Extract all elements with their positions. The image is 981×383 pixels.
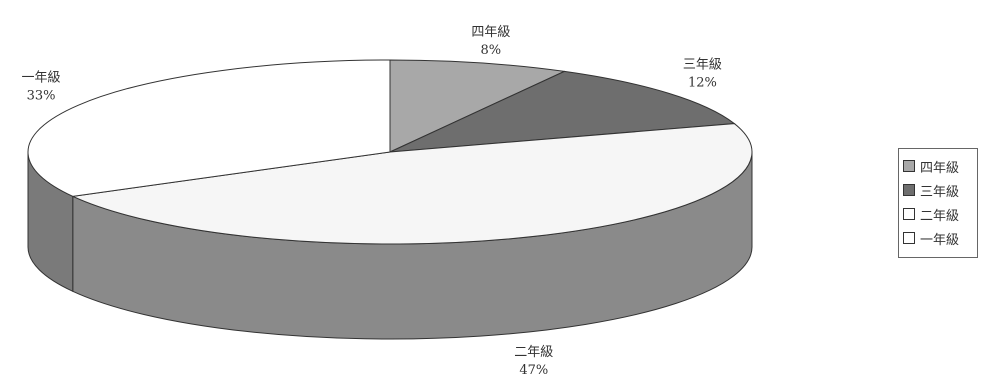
legend-item: 二年級 — [903, 202, 973, 226]
slice-category-label: 三年級 — [683, 57, 722, 72]
legend-label: 三年級 — [920, 184, 960, 200]
legend-label: 二年級 — [920, 208, 960, 224]
legend-label: 四年級 — [920, 160, 960, 176]
legend-item: 三年級 — [903, 178, 973, 202]
slice-category-label: 二年級 — [514, 345, 553, 360]
slice-percent-label: 12% — [688, 75, 717, 90]
slice-percent-label: 47% — [519, 363, 548, 378]
pie-top — [27, 59, 753, 245]
chart-legend: 四年級 三年級 二年級 一年級 — [898, 148, 978, 258]
pie-labels: 四年級 8% 三年級 12% 二年級 47% 一年級 33% — [22, 25, 722, 378]
legend-swatch — [903, 184, 915, 196]
legend-swatch — [903, 208, 915, 220]
pie-slice-三年級 — [389, 70, 736, 153]
slice-category-label: 四年級 — [471, 25, 510, 40]
legend-swatch — [903, 232, 915, 244]
legend-swatch — [903, 160, 915, 172]
legend-item: 一年級 — [903, 226, 973, 250]
legend-label: 一年級 — [920, 232, 960, 248]
pie-slice-一年級 — [27, 59, 391, 197]
legend-item: 四年級 — [903, 154, 973, 178]
pie-slice-四年級 — [389, 59, 567, 153]
pie-chart: 四年級 8% 三年級 12% 二年級 47% 一年級 33% — [22, 25, 753, 378]
slice-percent-label: 8% — [481, 43, 502, 58]
slice-percent-label: 33% — [27, 89, 56, 104]
slice-category-label: 一年級 — [22, 71, 61, 86]
pie-slice-二年級 — [71, 123, 753, 245]
